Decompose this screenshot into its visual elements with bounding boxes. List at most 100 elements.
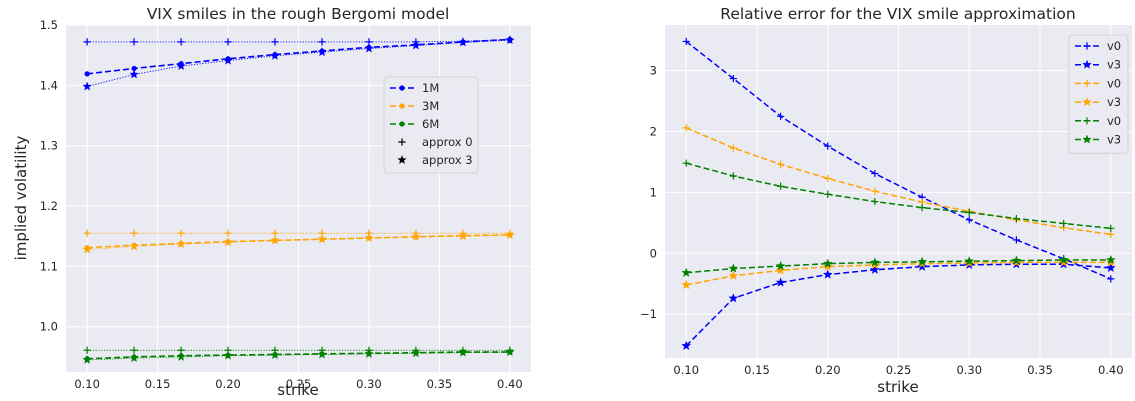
y-tick-label: 0 xyxy=(650,246,657,260)
data-point xyxy=(917,261,928,271)
x-tick-label: 0.40 xyxy=(1098,363,1124,377)
data-point xyxy=(777,182,785,190)
data-point xyxy=(83,346,91,354)
data-point xyxy=(82,354,92,364)
data-point xyxy=(824,190,832,198)
series-line xyxy=(685,127,1111,236)
legend-marker xyxy=(399,121,405,127)
data-point xyxy=(458,347,468,357)
left-chart-title: VIX smiles in the rough Bergomi model xyxy=(147,5,450,23)
data-point xyxy=(131,65,137,72)
legend-marker xyxy=(399,85,405,91)
data-point xyxy=(1060,219,1068,228)
data-point xyxy=(177,229,185,237)
y-tick-label: 1.3 xyxy=(40,139,58,153)
y-tick-label: −1 xyxy=(640,307,657,321)
data-point xyxy=(869,264,880,274)
left-y-axis-label: implied volatility xyxy=(12,136,30,261)
data-point xyxy=(1011,255,1022,265)
legend-box xyxy=(383,76,479,174)
data-point xyxy=(176,239,186,249)
legend-label: v3 xyxy=(1107,133,1121,147)
x-tick-label: 0.40 xyxy=(497,377,523,391)
data-point xyxy=(1012,214,1020,223)
left-chart: 0.10 0.15 0.20 0.25 0.30 0.35 0.40 1.0 1.1 1.2 1.3… xyxy=(12,5,531,399)
data-point xyxy=(270,235,280,245)
legend-label: v0 xyxy=(1107,114,1121,128)
data-point xyxy=(964,256,975,266)
data-point xyxy=(129,353,139,363)
series-line xyxy=(87,38,510,75)
series-line xyxy=(686,259,1111,274)
x-tick-label: 0.25 xyxy=(886,363,912,377)
legend-marker xyxy=(398,138,406,146)
data-point xyxy=(965,208,973,217)
x-tick-label: 0.30 xyxy=(356,377,382,391)
y-tick-label: 1.1 xyxy=(40,259,58,273)
legend-label: 1M xyxy=(422,81,439,95)
data-point xyxy=(822,269,833,279)
y-tick-label: 2 xyxy=(650,125,657,139)
y-tick-label: 1.2 xyxy=(40,199,58,213)
data-point xyxy=(917,256,928,267)
data-point xyxy=(83,229,91,237)
data-point xyxy=(871,187,879,195)
y-tick-label: 3 xyxy=(650,64,657,78)
series-line xyxy=(685,40,1112,280)
data-point xyxy=(681,279,692,290)
series-line xyxy=(87,234,510,250)
data-point xyxy=(1012,236,1020,244)
legend-marker xyxy=(1082,134,1092,144)
data-point xyxy=(682,159,690,167)
data-point xyxy=(871,197,879,206)
data-point xyxy=(223,237,233,247)
left-ticks: 0.10 0.15 0.20 0.25 0.30 0.35 0.40 1.0 1.1 1.2 1.3… xyxy=(40,18,523,391)
data-point xyxy=(775,277,786,287)
legend-label: v0 xyxy=(1107,76,1121,90)
series-line xyxy=(87,351,510,360)
series-line xyxy=(686,162,1111,230)
data-point xyxy=(129,241,139,251)
legend-marker xyxy=(1082,59,1092,69)
data-point xyxy=(777,160,785,169)
legend-marker xyxy=(1083,79,1091,87)
data-point xyxy=(364,348,374,358)
data-point xyxy=(223,350,233,360)
data-point xyxy=(130,346,138,354)
data-point xyxy=(728,293,739,303)
right-x-axis-label: strike xyxy=(877,378,918,396)
legend-label: v3 xyxy=(1107,95,1121,109)
data-point xyxy=(318,38,326,46)
data-point xyxy=(458,231,468,241)
data-point xyxy=(682,37,690,46)
y-tick-label: 1.0 xyxy=(40,320,58,334)
legend-marker xyxy=(399,103,405,109)
left-series xyxy=(82,35,515,364)
legend-marker xyxy=(1083,117,1091,125)
data-point xyxy=(728,263,739,273)
data-point xyxy=(411,40,421,50)
right-chart: 0.10 0.15 0.20 0.25 0.30 0.35 0.40 −1 0 1 2 3 Relat… xyxy=(640,5,1132,396)
series-line xyxy=(686,261,1111,286)
right-legend: v0 v3 v0 v3 v0 v3 xyxy=(1068,34,1129,154)
data-point xyxy=(270,50,280,60)
data-point xyxy=(270,350,280,360)
data-point xyxy=(223,55,233,65)
data-point xyxy=(129,69,139,79)
x-tick-label: 0.10 xyxy=(74,377,100,391)
data-point xyxy=(224,38,232,46)
right-ticks: 0.10 0.15 0.20 0.25 0.30 0.35 0.40 −1 0 1 2 3 xyxy=(640,64,1124,377)
data-point xyxy=(317,234,327,244)
legend-label: v0 xyxy=(1107,39,1121,53)
right-series xyxy=(681,37,1116,351)
series-line xyxy=(87,39,510,43)
data-point xyxy=(317,349,327,359)
data-point xyxy=(364,233,374,243)
data-point xyxy=(364,43,374,53)
right-chart-title: Relative error for the VIX smile approxi… xyxy=(720,5,1075,23)
x-tick-label: 0.35 xyxy=(1027,363,1053,377)
series-line xyxy=(87,234,510,249)
data-point xyxy=(1107,224,1115,232)
data-point xyxy=(918,204,926,212)
data-point xyxy=(1105,262,1116,273)
